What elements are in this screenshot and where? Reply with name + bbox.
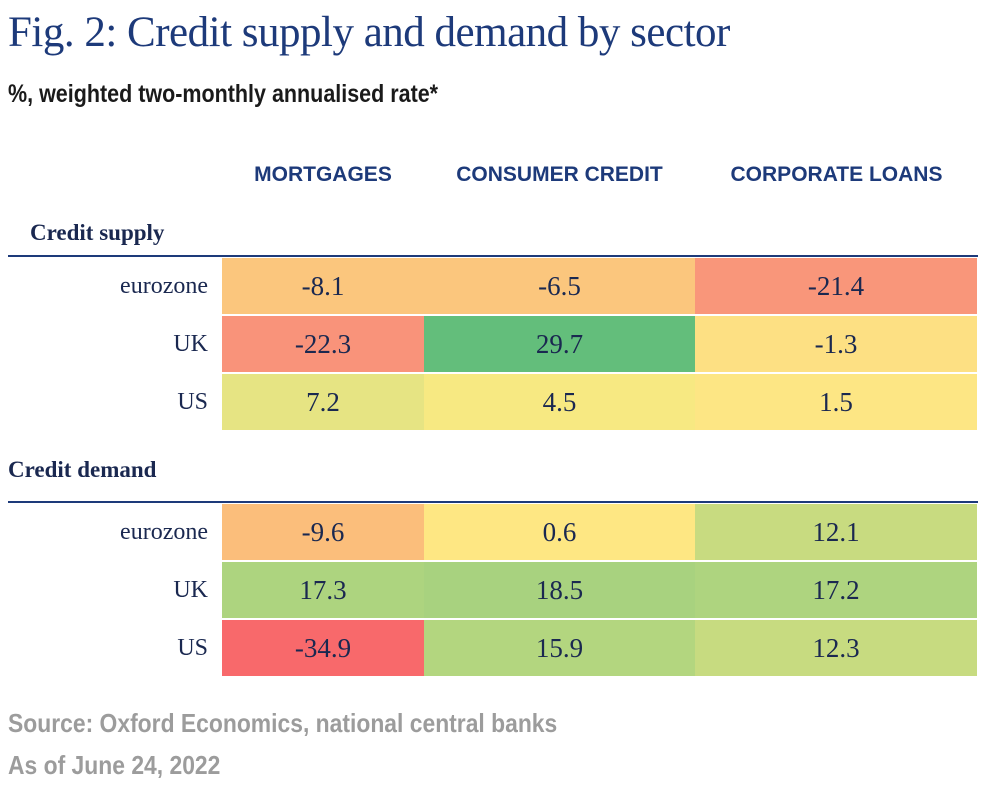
source-note: Source: Oxford Economics, national centr…	[8, 708, 558, 738]
chart-title: Fig. 2: Credit supply and demand by sect…	[8, 9, 730, 56]
row-label-us: US	[177, 389, 208, 415]
cell-credit-demand-uk-corporate-loans: 17.2	[695, 562, 978, 619]
cell-credit-demand-us-corporate-loans: 12.3	[695, 620, 978, 677]
cell-credit-supply-uk-consumer-credit: 29.7	[424, 316, 696, 373]
row-label-eurozone: eurozone	[120, 519, 208, 545]
cell-credit-supply-eurozone-corporate-loans: -21.4	[695, 258, 978, 315]
row-label-us: US	[177, 635, 208, 661]
cell-credit-demand-eurozone-consumer-credit: 0.6	[424, 504, 696, 561]
as-of-date: As of June 24, 2022	[8, 750, 221, 780]
cell-credit-demand-uk-consumer-credit: 18.5	[424, 562, 696, 619]
cell-credit-supply-eurozone-consumer-credit: -6.5	[424, 258, 696, 315]
cell-credit-supply-us-corporate-loans: 1.5	[695, 374, 978, 431]
cell-credit-supply-uk-mortgages: -22.3	[222, 316, 425, 373]
section-divider	[8, 255, 978, 257]
cell-credit-demand-eurozone-mortgages: -9.6	[222, 504, 425, 561]
row-label-uk: UK	[173, 577, 208, 603]
column-header-consumer-credit: CONSUMER CREDIT	[456, 163, 663, 186]
cell-credit-supply-us-mortgages: 7.2	[222, 374, 425, 431]
column-header-mortgages: MORTGAGES	[254, 163, 392, 186]
cell-credit-demand-us-mortgages: -34.9	[222, 620, 425, 677]
cell-credit-supply-us-consumer-credit: 4.5	[424, 374, 696, 431]
chart-subtitle: %, weighted two-monthly annualised rate*	[8, 80, 439, 108]
cell-credit-supply-uk-corporate-loans: -1.3	[695, 316, 978, 373]
column-header-corporate-loans: CORPORATE LOANS	[730, 163, 943, 186]
section-divider	[8, 501, 978, 503]
cell-credit-supply-eurozone-mortgages: -8.1	[222, 258, 425, 315]
cell-credit-demand-eurozone-corporate-loans: 12.1	[695, 504, 978, 561]
row-label-eurozone: eurozone	[120, 273, 208, 299]
section-title-credit-supply: Credit supply	[30, 220, 165, 245]
cell-credit-demand-us-consumer-credit: 15.9	[424, 620, 696, 677]
cell-credit-demand-uk-mortgages: 17.3	[222, 562, 425, 619]
row-label-uk: UK	[173, 331, 208, 357]
section-title-credit-demand: Credit demand	[8, 457, 157, 482]
